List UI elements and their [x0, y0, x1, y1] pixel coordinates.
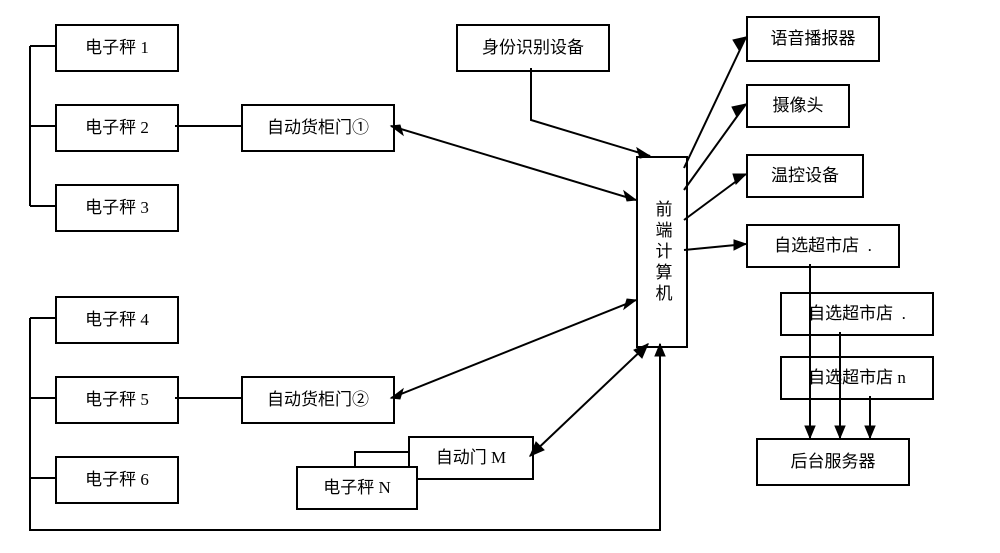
- arrow: [624, 299, 636, 309]
- arrow: [391, 125, 403, 135]
- arrow: [655, 344, 665, 356]
- arrow: [391, 389, 403, 399]
- arrow: [637, 148, 650, 158]
- arrow: [835, 426, 845, 438]
- edges-layer: [0, 0, 1000, 553]
- arrow: [805, 426, 815, 438]
- arrow: [624, 191, 636, 201]
- arrow: [734, 240, 746, 250]
- arrow: [865, 426, 875, 438]
- arrow: [733, 37, 746, 50]
